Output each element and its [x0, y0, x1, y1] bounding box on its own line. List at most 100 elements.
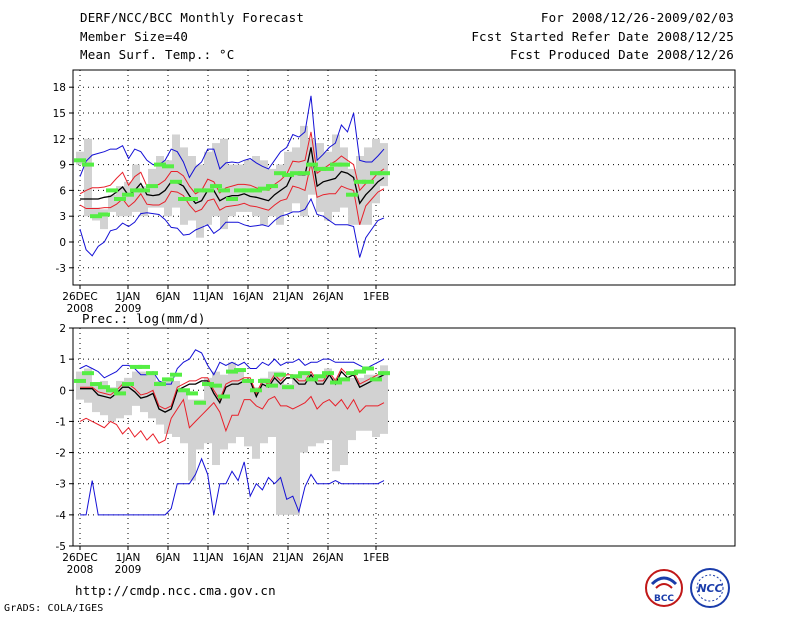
x-tick-label: 1JAN [116, 552, 141, 564]
observed-marker [338, 377, 350, 382]
observed-marker [274, 171, 286, 176]
y-tick-label: 3 [59, 211, 66, 223]
iqr-box [228, 362, 236, 444]
y-tick-label: -2 [56, 448, 66, 460]
series-ensemble-min [80, 457, 385, 516]
iqr-box [172, 380, 180, 437]
x-tick-label: 16JAN [232, 552, 263, 564]
observed-marker [186, 197, 198, 201]
observed-marker [98, 385, 110, 390]
iqr-box [268, 371, 276, 437]
iqr-box [276, 371, 284, 515]
iqr-box [292, 374, 300, 515]
observed-marker [258, 186, 270, 191]
y-tick-label: 6 [59, 185, 66, 197]
iqr-box [236, 371, 244, 437]
x-tick-label: 1FEB [363, 552, 390, 564]
iqr-box [148, 168, 156, 208]
iqr-box [364, 374, 372, 431]
observed-marker [162, 164, 174, 169]
y-tick-label: 2 [59, 323, 66, 335]
iqr-box [84, 368, 92, 403]
x-tick-year: 2008 [67, 303, 94, 315]
observed-marker [154, 162, 166, 167]
x-tick-label: 1FEB [363, 291, 390, 303]
iqr-box [92, 207, 100, 221]
iqr-box [252, 156, 260, 217]
observed-marker [242, 188, 254, 193]
iqr-box [204, 377, 212, 444]
y-tick-label: 0 [59, 385, 66, 397]
observed-marker [266, 184, 278, 189]
x-tick-label: 21JAN [272, 291, 303, 303]
x-tick-year: 2009 [115, 303, 142, 315]
x-tick-label: 26DEC [62, 552, 97, 564]
observed-marker [146, 184, 158, 189]
x-tick-year: 2009 [115, 564, 142, 576]
observed-marker [122, 192, 134, 197]
iqr-box [204, 151, 212, 225]
iqr-box [252, 387, 260, 459]
observed-marker [138, 188, 150, 193]
y-tick-label: -3 [56, 263, 66, 275]
iqr-box [156, 380, 164, 425]
iqr-box [284, 151, 292, 212]
iqr-box [364, 147, 372, 225]
observed-marker [178, 388, 190, 393]
x-tick-label: 16JAN [232, 291, 263, 303]
iqr-box [260, 160, 268, 225]
observed-marker [82, 371, 94, 376]
observed-marker [274, 372, 286, 377]
observed-marker [90, 382, 102, 387]
iqr-box [356, 377, 364, 431]
observed-marker [226, 369, 238, 374]
observed-marker [114, 197, 126, 201]
fcst-started-date: Fcst Started Refer Date 2008/12/25 [471, 29, 734, 44]
x-tick-label: 26DEC [62, 291, 97, 303]
observed-marker [226, 197, 238, 201]
iqr-box [140, 186, 148, 217]
series-ensemble-max [79, 95, 385, 179]
iqr-box [116, 380, 124, 419]
iqr-box [380, 143, 388, 187]
bcc-logo: BCC [644, 568, 684, 608]
observed-marker [362, 366, 374, 371]
observed-marker [202, 382, 214, 387]
iqr-box [124, 181, 132, 217]
iqr-box [340, 147, 348, 208]
iqr-box [188, 156, 196, 221]
series-ensemble-min [79, 197, 385, 258]
x-tick-label: 6JAN [156, 552, 181, 564]
observed-marker [306, 377, 318, 382]
forecast-range: For 2008/12/26-2009/02/03 [540, 10, 734, 25]
ncc-logo-text: NCC [697, 582, 722, 595]
observed-marker [298, 371, 310, 376]
x-tick-year: 2008 [67, 564, 94, 576]
grads-credit: GrADS: COLA/IGES [4, 603, 104, 614]
iqr-box [324, 368, 332, 441]
x-tick-label: 6JAN [156, 291, 181, 303]
series-mean-1-std [79, 131, 385, 195]
observed-marker [290, 374, 302, 379]
y-tick-label: -3 [56, 479, 66, 491]
observed-marker [138, 364, 150, 369]
observed-marker [378, 371, 390, 376]
observed-marker [370, 377, 382, 382]
observed-marker [74, 378, 86, 383]
observed-marker [330, 380, 342, 385]
observed-marker [250, 188, 262, 193]
x-tick-label: 21JAN [272, 552, 303, 564]
iqr-box [340, 377, 348, 466]
iqr-box [308, 374, 316, 447]
observed-marker [210, 383, 222, 388]
iqr-box [180, 390, 188, 444]
observed-marker [202, 188, 214, 193]
iqr-box [76, 371, 84, 400]
iqr-box [316, 143, 324, 212]
observed-marker [322, 166, 334, 171]
iqr-box [316, 374, 324, 444]
observed-marker [218, 188, 230, 193]
iqr-box [244, 160, 252, 212]
source-url[interactable]: http://cmdp.ncc.cma.gov.cn [75, 583, 276, 598]
iqr-box [228, 164, 236, 217]
